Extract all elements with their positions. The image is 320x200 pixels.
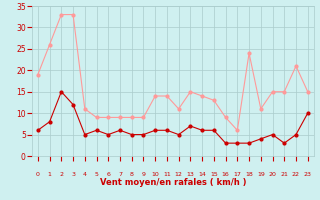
X-axis label: Vent moyen/en rafales ( km/h ): Vent moyen/en rafales ( km/h )	[100, 178, 246, 187]
